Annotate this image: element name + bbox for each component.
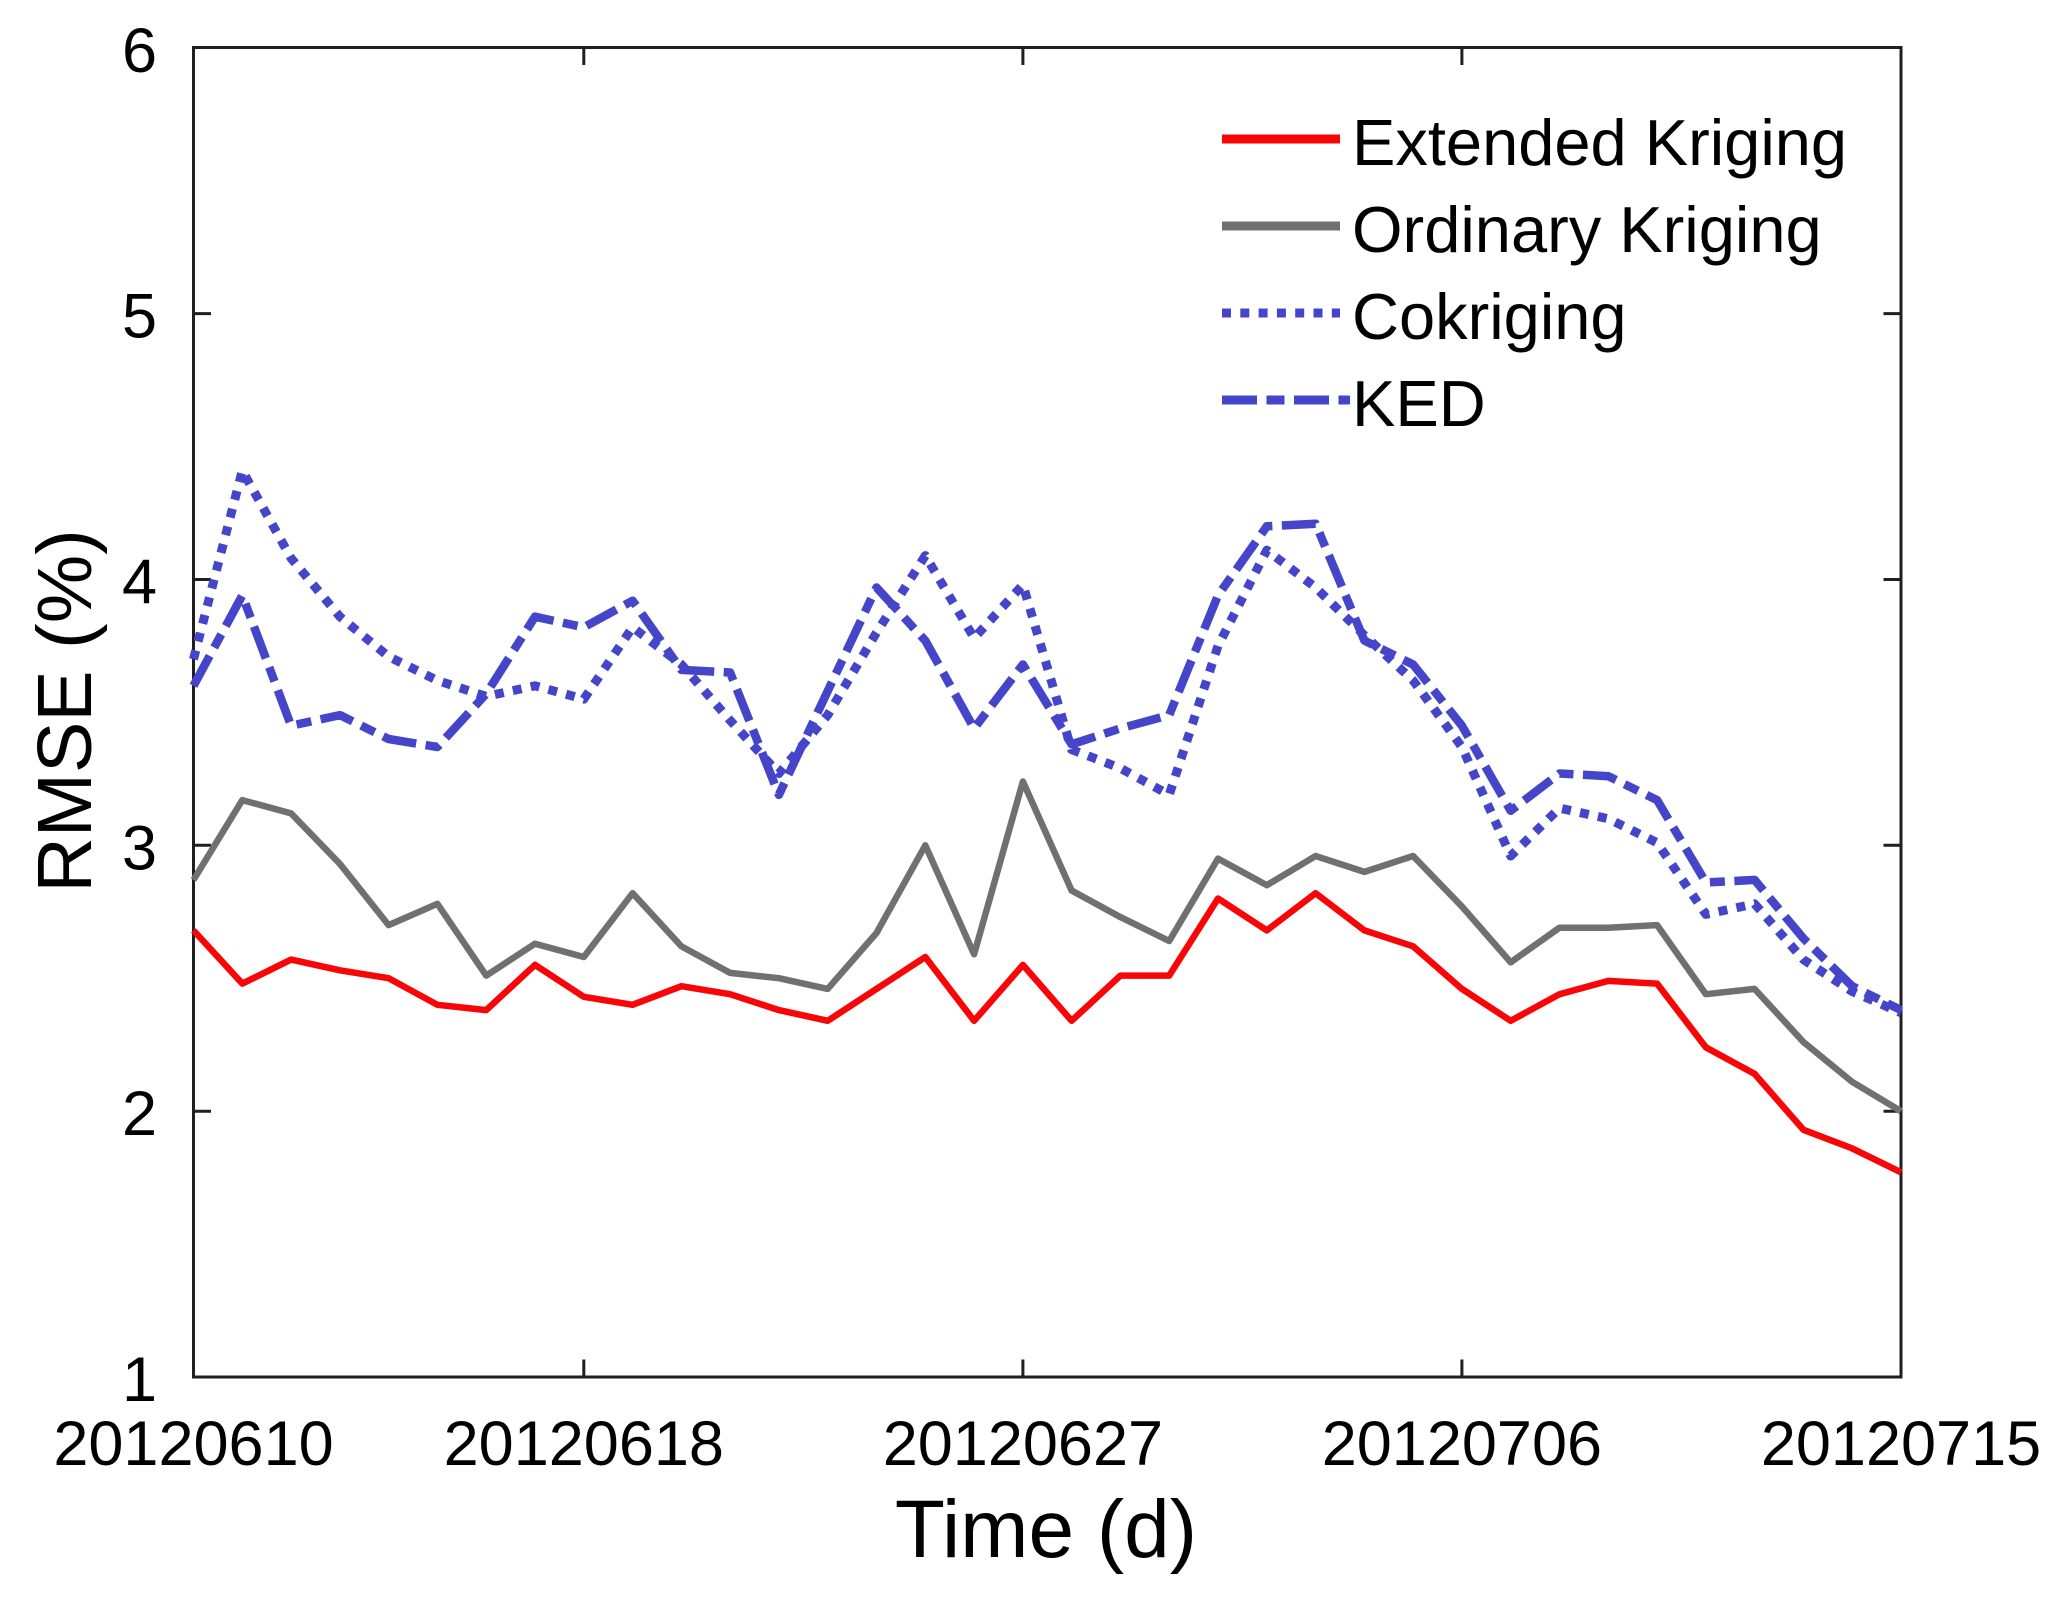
svg-text:5: 5 — [122, 282, 157, 352]
svg-text:2: 2 — [122, 1079, 157, 1149]
svg-text:20120610: 20120610 — [53, 1409, 333, 1479]
svg-text:Extended Kriging: Extended Kriging — [1352, 106, 1847, 179]
svg-text:3: 3 — [122, 813, 157, 883]
svg-text:20120706: 20120706 — [1322, 1409, 1602, 1479]
svg-text:20120618: 20120618 — [444, 1409, 724, 1479]
svg-text:4: 4 — [122, 548, 157, 618]
svg-text:1: 1 — [122, 1345, 157, 1415]
svg-text:Time (d): Time (d) — [895, 1484, 1197, 1575]
svg-text:20120715: 20120715 — [1761, 1409, 2041, 1479]
svg-text:6: 6 — [122, 16, 157, 86]
svg-text:KED: KED — [1352, 367, 1486, 440]
svg-text:RMSE (%): RMSE (%) — [22, 529, 108, 893]
svg-text:20120627: 20120627 — [883, 1409, 1163, 1479]
svg-text:Ordinary Kriging: Ordinary Kriging — [1352, 193, 1822, 266]
svg-text:Cokriging: Cokriging — [1352, 280, 1627, 353]
